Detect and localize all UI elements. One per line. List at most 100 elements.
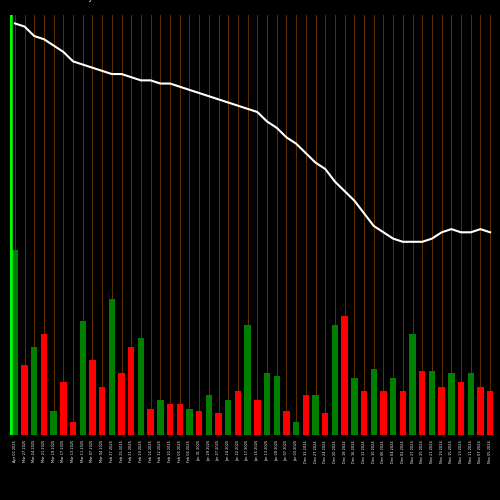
Bar xyxy=(244,325,251,435)
Text: Jan 29 2025: Jan 29 2025 xyxy=(207,440,211,461)
Bar xyxy=(128,347,134,435)
Bar xyxy=(60,382,66,435)
Text: Mar 04 2025: Mar 04 2025 xyxy=(100,440,104,462)
Bar xyxy=(487,391,494,435)
Text: Dec 24 2024: Dec 24 2024 xyxy=(323,440,327,462)
Text: Feb 27 2025: Feb 27 2025 xyxy=(110,440,114,462)
Text: Feb 10 2025: Feb 10 2025 xyxy=(168,440,172,462)
Text: Nov 15 2024: Nov 15 2024 xyxy=(450,440,454,463)
Bar xyxy=(196,411,202,435)
Text: Dec 27 2024: Dec 27 2024 xyxy=(314,440,318,462)
Text: Jan 27 2025: Jan 27 2025 xyxy=(216,440,220,461)
Bar xyxy=(216,413,222,435)
Bar xyxy=(108,298,115,435)
Text: Feb 06 2025: Feb 06 2025 xyxy=(178,440,182,462)
Bar xyxy=(351,378,358,435)
Text: Jan 07 2025: Jan 07 2025 xyxy=(284,440,288,461)
Text: Jan 09 2025: Jan 09 2025 xyxy=(275,440,279,461)
Bar xyxy=(410,334,416,435)
Text: Dec 04 2024: Dec 04 2024 xyxy=(391,440,395,462)
Bar xyxy=(293,422,300,435)
Bar xyxy=(31,347,38,435)
Text: Mar 24 2025: Mar 24 2025 xyxy=(32,440,36,462)
Text: Feb 12 2025: Feb 12 2025 xyxy=(158,440,162,462)
Text: Nov 07 2024: Nov 07 2024 xyxy=(478,440,482,463)
Bar xyxy=(419,371,426,435)
Text: Mar 19 2025: Mar 19 2025 xyxy=(52,440,56,462)
Bar xyxy=(186,408,192,435)
Bar xyxy=(370,369,377,435)
Bar xyxy=(390,378,396,435)
Bar xyxy=(380,391,386,435)
Text: Dec 02 2024: Dec 02 2024 xyxy=(401,440,405,462)
Text: Dec 20 2024: Dec 20 2024 xyxy=(333,440,337,462)
Bar xyxy=(284,411,290,435)
Text: Mar 11 2025: Mar 11 2025 xyxy=(80,440,84,462)
Text: Jan 24 2025: Jan 24 2025 xyxy=(226,440,230,461)
Text: Feb 25 2025: Feb 25 2025 xyxy=(120,440,124,462)
Bar xyxy=(468,374,474,435)
Text: ics C: ics C xyxy=(432,0,450,2)
Text: Feb 14 2025: Feb 14 2025 xyxy=(148,440,152,462)
Text: Jan 03 2025: Jan 03 2025 xyxy=(294,440,298,461)
Text: Nov 25 2024: Nov 25 2024 xyxy=(420,440,424,463)
Text: Dec 18 2024: Dec 18 2024 xyxy=(342,440,346,462)
Bar xyxy=(312,396,318,435)
Text: Dec 12 2024: Dec 12 2024 xyxy=(362,440,366,462)
Text: Dec 06 2024: Dec 06 2024 xyxy=(382,440,386,462)
Bar xyxy=(254,400,260,435)
Text: Nov 19 2024: Nov 19 2024 xyxy=(440,440,444,463)
Text: Apr 02 2025: Apr 02 2025 xyxy=(13,440,17,462)
Bar xyxy=(438,386,445,435)
Bar xyxy=(342,316,348,435)
Text: Nov 21 2024: Nov 21 2024 xyxy=(430,440,434,463)
Text: Dec 10 2024: Dec 10 2024 xyxy=(372,440,376,462)
Bar xyxy=(157,400,164,435)
Bar xyxy=(429,371,435,435)
Bar xyxy=(118,374,124,435)
Bar xyxy=(22,364,28,435)
Text: Nov 27 2024: Nov 27 2024 xyxy=(410,440,414,463)
Text: Mar 13 2025: Mar 13 2025 xyxy=(71,440,75,462)
Bar xyxy=(361,391,367,435)
Bar xyxy=(148,408,154,435)
Text: Jan 17 2025: Jan 17 2025 xyxy=(246,440,250,461)
Text: Mar 17 2025: Mar 17 2025 xyxy=(62,440,66,462)
Text: Nov 05 2024: Nov 05 2024 xyxy=(488,440,492,463)
Bar xyxy=(225,400,232,435)
Bar xyxy=(80,320,86,435)
Bar xyxy=(12,250,18,435)
Text: Mar 07 2025: Mar 07 2025 xyxy=(90,440,94,462)
Text: Mar 21 2025: Mar 21 2025 xyxy=(42,440,46,462)
Bar xyxy=(176,404,183,435)
Text: Feb 21 2025: Feb 21 2025 xyxy=(129,440,133,462)
Bar xyxy=(274,376,280,435)
Bar xyxy=(400,391,406,435)
Text: Dec 31 2024: Dec 31 2024 xyxy=(304,440,308,462)
Bar xyxy=(302,396,309,435)
Text: Jan 15 2025: Jan 15 2025 xyxy=(256,440,260,461)
Bar xyxy=(50,411,57,435)
Text: Dec 16 2024: Dec 16 2024 xyxy=(352,440,356,462)
Text: Mar 27 2025: Mar 27 2025 xyxy=(22,440,26,462)
Text: Jan 13 2025: Jan 13 2025 xyxy=(265,440,269,461)
Bar xyxy=(70,422,76,435)
Bar xyxy=(235,391,241,435)
Text: ManofaSutra  Money Flow  Charts for IPGP: ManofaSutra Money Flow Charts for IPGP xyxy=(15,0,175,2)
Bar xyxy=(448,374,454,435)
Text: Jan 22 2025: Jan 22 2025 xyxy=(236,440,240,461)
Bar xyxy=(41,334,47,435)
Text: Nov 11 2024: Nov 11 2024 xyxy=(469,440,473,463)
Bar xyxy=(264,374,270,435)
Bar xyxy=(458,382,464,435)
Bar xyxy=(332,325,338,435)
Bar xyxy=(167,404,173,435)
Text: Feb 04 2025: Feb 04 2025 xyxy=(188,440,192,462)
Bar xyxy=(90,360,96,435)
Bar xyxy=(478,386,484,435)
Bar xyxy=(206,396,212,435)
Text: IPG Photon: IPG Photon xyxy=(238,0,280,2)
Text: Feb 19 2025: Feb 19 2025 xyxy=(139,440,143,462)
Bar xyxy=(322,413,328,435)
Text: Jan 31 2025: Jan 31 2025 xyxy=(197,440,201,461)
